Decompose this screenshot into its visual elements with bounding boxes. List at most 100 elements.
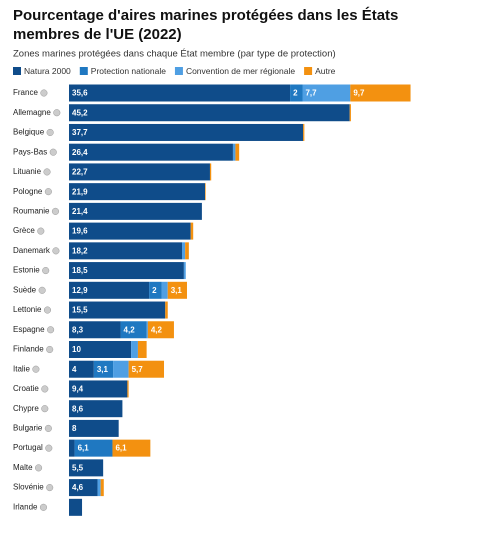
bar-segment bbox=[69, 183, 205, 201]
flag-icon bbox=[49, 148, 57, 156]
flag-icon bbox=[41, 385, 49, 393]
legend-label: Protection nationale bbox=[91, 66, 166, 76]
bar-segment bbox=[69, 479, 98, 497]
bar-segment bbox=[190, 222, 194, 240]
legend-swatch bbox=[79, 67, 88, 75]
bar-segment bbox=[69, 459, 104, 477]
flag-icon bbox=[39, 503, 48, 511]
bar-segment bbox=[232, 143, 236, 161]
bar-segment bbox=[69, 281, 150, 299]
bar-segment bbox=[100, 479, 104, 497]
bar-segment bbox=[303, 123, 305, 141]
flag-icon bbox=[32, 365, 40, 373]
bar-segment bbox=[235, 143, 240, 161]
flag-icon bbox=[44, 188, 52, 196]
flag-icon bbox=[46, 345, 54, 354]
value-label: 2 bbox=[293, 89, 298, 98]
category-label: Bulgarie bbox=[13, 424, 43, 433]
bar-segment bbox=[69, 301, 166, 319]
bar-segment bbox=[69, 340, 132, 358]
category-label: Espagne bbox=[13, 325, 45, 334]
value-label: 9,4 bbox=[72, 385, 84, 394]
category-label: Estonie bbox=[13, 266, 40, 275]
flag-icon bbox=[35, 464, 43, 472]
bar-segment bbox=[349, 104, 351, 122]
bar-segment bbox=[69, 321, 121, 339]
value-label: 12,9 bbox=[72, 286, 88, 295]
flag-icon bbox=[42, 267, 50, 275]
bar-segment bbox=[74, 439, 113, 457]
value-label: 10 bbox=[72, 345, 81, 354]
value-label: 35,6 bbox=[72, 89, 88, 98]
category-label: Grèce bbox=[13, 226, 35, 235]
category-label: Portugal bbox=[13, 443, 43, 452]
bar-segment bbox=[131, 340, 138, 358]
bar-segment bbox=[165, 301, 168, 319]
bar-segment bbox=[69, 163, 210, 181]
value-label: 4,2 bbox=[151, 325, 163, 334]
bar-segment bbox=[167, 281, 187, 299]
flag-icon bbox=[37, 227, 45, 235]
value-label: 37,7 bbox=[72, 128, 88, 137]
value-label: 6,1 bbox=[115, 444, 127, 453]
bar-segment bbox=[69, 360, 94, 378]
value-label: 7,7 bbox=[305, 89, 317, 98]
value-label: 45,2 bbox=[72, 108, 88, 117]
bar-segment bbox=[149, 281, 162, 299]
bar-segment bbox=[120, 321, 147, 339]
bar-segment bbox=[161, 281, 168, 299]
category-label: Slovénie bbox=[13, 483, 44, 492]
value-label: 8 bbox=[72, 424, 77, 433]
bar-segment bbox=[183, 262, 186, 280]
value-label: 5,7 bbox=[132, 365, 144, 374]
flag-icon bbox=[51, 207, 60, 215]
bar-segment bbox=[69, 104, 350, 122]
category-label: Pologne bbox=[13, 187, 43, 196]
category-label: Finlande bbox=[13, 345, 44, 354]
bar-segment bbox=[69, 84, 291, 102]
value-label: 22,7 bbox=[72, 168, 88, 177]
value-label: 3,1 bbox=[97, 365, 109, 374]
flag-icon bbox=[38, 286, 46, 294]
legend-swatch bbox=[304, 67, 313, 75]
bar-segment bbox=[93, 360, 114, 378]
value-label: 19,6 bbox=[72, 227, 88, 236]
bar-segment bbox=[112, 439, 151, 457]
value-label: 5,5 bbox=[72, 463, 84, 472]
value-label: 15,5 bbox=[72, 306, 88, 315]
bar-segment bbox=[69, 222, 191, 240]
value-label: 18,5 bbox=[72, 266, 88, 275]
chart-subtitle: Zones marines protégées dans chaque État… bbox=[13, 49, 336, 60]
bar-segment bbox=[69, 419, 119, 437]
legend-label: Convention de mer régionale bbox=[186, 66, 295, 76]
flag-icon bbox=[53, 109, 61, 117]
flag-icon bbox=[40, 89, 48, 97]
bar-segment bbox=[185, 242, 189, 260]
bar-segment bbox=[69, 123, 304, 141]
category-label: Allemagne bbox=[13, 108, 51, 117]
value-label: 4,2 bbox=[124, 325, 136, 334]
value-label: 8,3 bbox=[72, 325, 84, 334]
category-label: Croatie bbox=[13, 384, 39, 393]
flag-icon bbox=[52, 247, 60, 255]
value-label: 26,4 bbox=[72, 148, 88, 157]
category-label: Danemark bbox=[13, 246, 51, 255]
category-label: Italie bbox=[13, 364, 30, 373]
bar-segment bbox=[302, 84, 351, 102]
value-label: 6,1 bbox=[78, 444, 90, 453]
flag-icon bbox=[45, 444, 53, 452]
flag-icon bbox=[46, 484, 54, 492]
category-label: France bbox=[13, 88, 38, 97]
bar-segment bbox=[127, 380, 129, 398]
category-label: Pays-Bas bbox=[13, 147, 47, 156]
bar-segment bbox=[69, 439, 75, 457]
legend-label: Natura 2000 bbox=[24, 66, 71, 76]
bar-segment bbox=[69, 262, 184, 280]
value-label: 9,7 bbox=[353, 89, 365, 98]
category-label: Belgique bbox=[13, 128, 45, 137]
bar-segment bbox=[182, 242, 186, 260]
bar-segment bbox=[69, 380, 128, 398]
category-label: Irlande bbox=[13, 502, 38, 511]
flag-icon bbox=[43, 306, 52, 314]
